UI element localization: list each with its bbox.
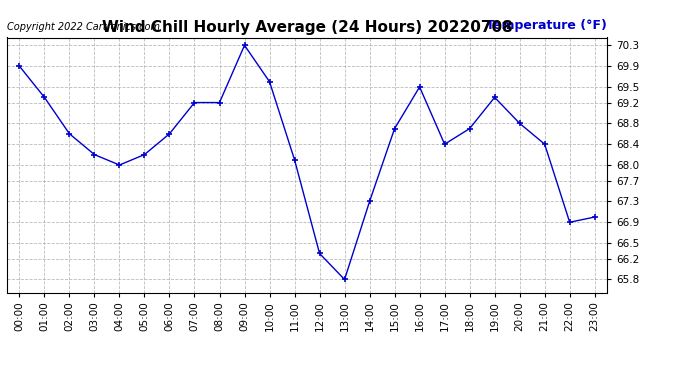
Title: Wind Chill Hourly Average (24 Hours) 20220708: Wind Chill Hourly Average (24 Hours) 202… [101, 20, 513, 35]
Text: Temperature (°F): Temperature (°F) [486, 19, 607, 32]
Text: Copyright 2022 Cartronics.com: Copyright 2022 Cartronics.com [7, 22, 160, 32]
